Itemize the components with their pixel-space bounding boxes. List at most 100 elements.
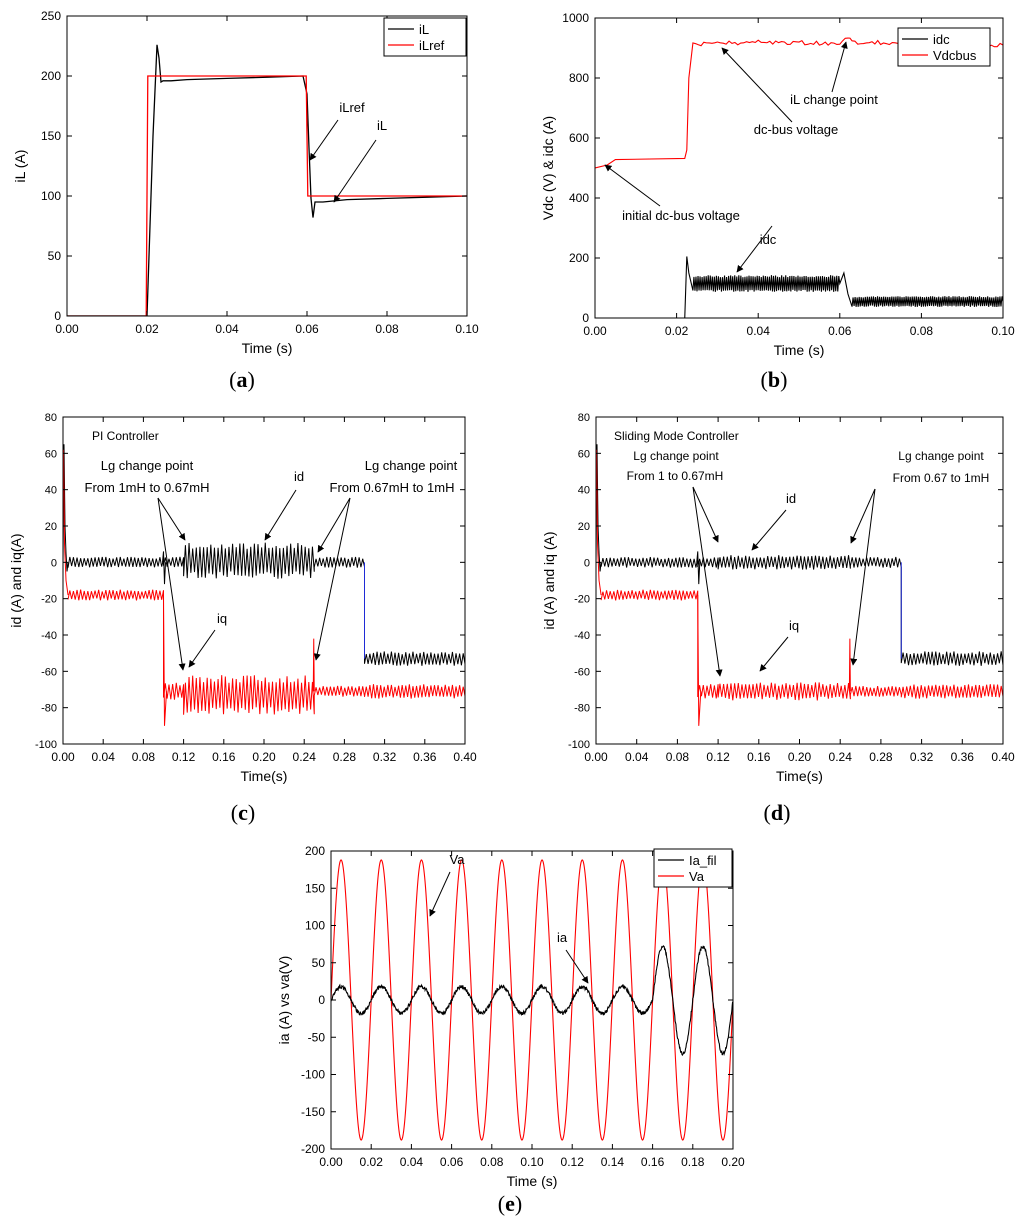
x-axis-label: Time(s) — [776, 768, 823, 784]
y-tick-label: 150 — [305, 881, 325, 895]
annotation-text: dc-bus voltage — [754, 122, 839, 137]
series-line-iq — [67, 589, 465, 715]
plot-area-b — [595, 37, 1003, 318]
x-axis-label: Time (s) — [242, 340, 293, 356]
annotation-arrow — [313, 497, 351, 661]
y-tick-label: 400 — [569, 191, 589, 205]
transition-dip-id — [696, 551, 701, 585]
y-tick-label: 1000 — [562, 11, 589, 25]
annotation-arrow — [850, 488, 876, 544]
x-tick-label: 0.12 — [706, 750, 730, 764]
annotation-text: From 1mH to 0.67mH — [85, 480, 210, 495]
x-tick-label: 0.08 — [910, 324, 934, 338]
y-tick-label: 200 — [305, 844, 325, 858]
y-tick-label: 50 — [48, 249, 62, 263]
annotation-arrow — [692, 486, 723, 677]
annotation-arrow — [157, 497, 186, 671]
y-tick-label: 50 — [312, 956, 326, 970]
y-tick-label: -100 — [35, 739, 57, 751]
chart-panel-d: 0.00 0.04 0.08 0.12 0.16 0.20 0.24 0.28 0.32 0.36… — [541, 412, 1015, 825]
annotation-arrow — [759, 636, 789, 672]
x-tick-label: 0.00 — [584, 750, 608, 764]
x-tick-label: 0.08 — [132, 750, 156, 764]
y-tick-label: 80 — [578, 412, 590, 424]
series-line-id — [67, 542, 465, 666]
y-tick-label: 40 — [45, 485, 57, 497]
annotation-text: id — [786, 491, 796, 506]
x-tick-label: 0.16 — [641, 1155, 665, 1169]
y-tick-label: -200 — [301, 1142, 325, 1156]
x-tick-label: 0.16 — [747, 750, 771, 764]
annotation-arrow — [604, 164, 661, 207]
x-tick-label: 0.10 — [991, 324, 1015, 338]
x-axis-label: Time(s) — [241, 768, 288, 784]
x-tick-label: 0.02 — [665, 324, 689, 338]
x-tick-label: 0.32 — [373, 750, 397, 764]
y-tick-label: -40 — [574, 630, 590, 642]
y-axis-label: iL (A) — [12, 150, 28, 183]
plot-frame — [594, 17, 1004, 319]
series-line-iq — [600, 589, 1003, 701]
chart-panel-a: 0.00 0.02 0.04 0.06 0.08 0.10 0 50 100 150 200 250 T… — [12, 9, 479, 392]
annotation-text: iLref — [339, 100, 365, 115]
panel-label: (e) — [498, 1191, 522, 1216]
y-tick-label: -80 — [41, 703, 57, 715]
y-tick-label: 150 — [41, 129, 61, 143]
y-tick-label: -50 — [308, 1030, 326, 1044]
legend-box — [653, 848, 733, 888]
x-tick-label: 0.10 — [520, 1155, 544, 1169]
y-tick-label: 40 — [578, 485, 590, 497]
y-tick-label: 200 — [569, 251, 589, 265]
annotation-text: id — [294, 469, 304, 484]
transition-dip-iq — [163, 595, 168, 726]
panel-label: (d) — [764, 800, 791, 825]
x-tick-label: 0.02 — [135, 322, 159, 336]
x-axis-label: Time (s) — [507, 1173, 558, 1189]
legend-box — [897, 27, 991, 67]
annotation-text: iL — [377, 118, 387, 133]
legend-entry: idc — [933, 32, 950, 47]
y-tick-label: 60 — [45, 448, 57, 460]
annotation-text: ia — [557, 930, 568, 945]
annotation-text: Lg change point — [101, 458, 194, 473]
annotation-text: Lg change point — [633, 449, 719, 463]
y-tick-label: 600 — [569, 131, 589, 145]
annotation-arrow — [264, 489, 297, 541]
x-tick-label: 0.32 — [910, 750, 934, 764]
annotation-arrow — [157, 497, 186, 541]
series-line-Ia_fil — [331, 945, 733, 1057]
annotation-arrow — [692, 486, 719, 543]
annotation-arrow — [736, 225, 773, 273]
y-axis-label: id (A) and iq (A) — [541, 531, 557, 629]
transition-bump-iq — [312, 638, 315, 692]
plot-frame — [66, 15, 468, 317]
x-axis-label: Time (s) — [774, 342, 825, 358]
x-tick-label: 0.20 — [788, 750, 812, 764]
chart-panel-b: 0.00 0.02 0.04 0.06 0.08 0.10 0 200 400 600 800 100… — [540, 11, 1015, 392]
annotation-text: Lg change point — [898, 449, 984, 463]
y-tick-label: 60 — [578, 448, 590, 460]
x-tick-label: 0.12 — [172, 750, 196, 764]
series-line-idc — [595, 256, 1003, 318]
transient-spike-iq — [63, 449, 69, 596]
transition-dip-iq — [697, 595, 702, 726]
y-tick-label: -80 — [574, 703, 590, 715]
annotation-arrow — [850, 488, 876, 666]
x-tick-label: 0.20 — [721, 1155, 745, 1169]
x-tick-label: 0.06 — [295, 322, 319, 336]
x-tick-label: 0.36 — [951, 750, 975, 764]
y-tick-label: 80 — [45, 412, 57, 424]
y-axis-label: id (A) and iq(A) — [8, 533, 24, 627]
plot-area-a — [67, 44, 467, 316]
chart-panel-c: 0.00 0.04 0.08 0.12 0.16 0.20 0.24 0.28 0.32 0.36… — [8, 412, 477, 825]
annotation-text: Va — [450, 852, 466, 867]
legend-entry: Vdcbus — [933, 48, 977, 63]
annotation-text: iL change point — [790, 92, 878, 107]
annotation-text: iq — [217, 611, 227, 626]
x-tick-label: 0.00 — [51, 750, 75, 764]
annotation-arrow — [317, 497, 351, 553]
x-tick-label: 0.08 — [375, 322, 399, 336]
y-tick-label: -60 — [574, 666, 590, 678]
x-tick-label: 0.18 — [681, 1155, 705, 1169]
